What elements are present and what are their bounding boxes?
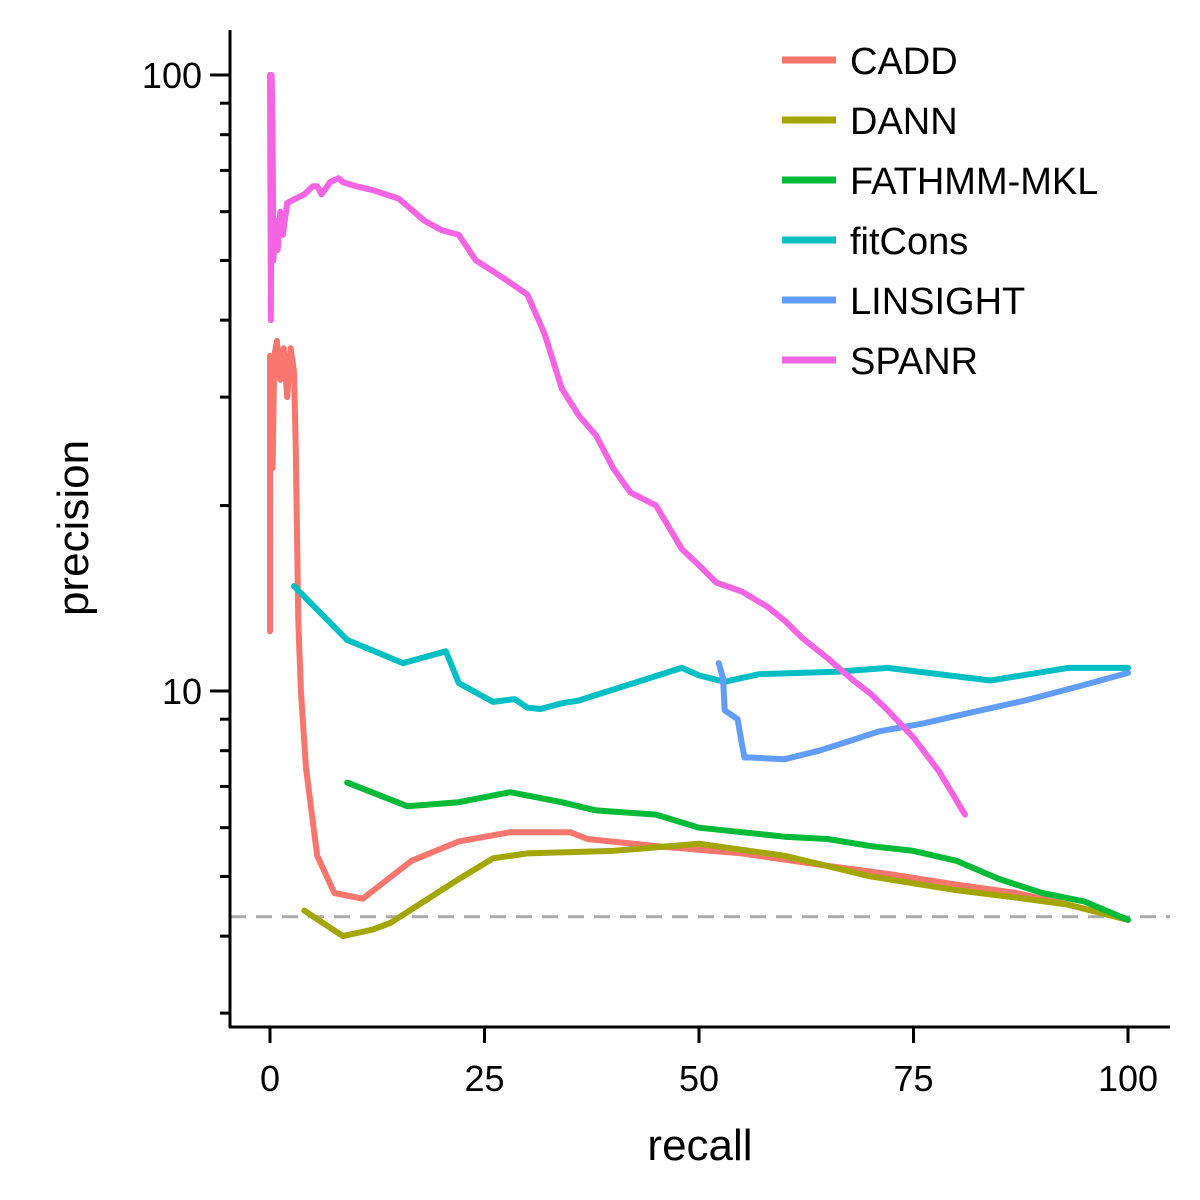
x-tick-label: 0 [260,1058,280,1099]
x-axis-title: recall [647,1121,752,1170]
series-line-fitcons [291,583,1131,712]
series-line-linsight [715,660,1131,763]
series-line-spanr [267,72,968,818]
axes: 0 25 50 75 100 10 100 [142,30,1170,1099]
x-tick-label: 50 [679,1058,719,1099]
series-line-cadd [267,338,1131,923]
y-axis-title: precision [49,440,98,616]
plot-lines [267,72,1131,940]
y-tick-label: 10 [162,671,202,712]
series-line-fathmm-mkl [344,779,1131,923]
x-tick-label: 75 [893,1058,933,1099]
legend: CADD DANN FATHMM-MKL fitCons LINSIGHT SPANR [782,41,1098,383]
legend-label: FATHMM-MKL [850,161,1098,203]
legend-label: SPANR [850,341,978,383]
legend-label: fitCons [850,221,968,263]
legend-label: CADD [850,41,958,83]
y-tick-label: 100 [142,55,202,96]
legend-label: LINSIGHT [850,281,1025,323]
x-tick-label: 25 [464,1058,504,1099]
x-tick-label: 100 [1098,1058,1158,1099]
series-line-dann [301,840,1131,940]
legend-label: DANN [850,101,958,143]
